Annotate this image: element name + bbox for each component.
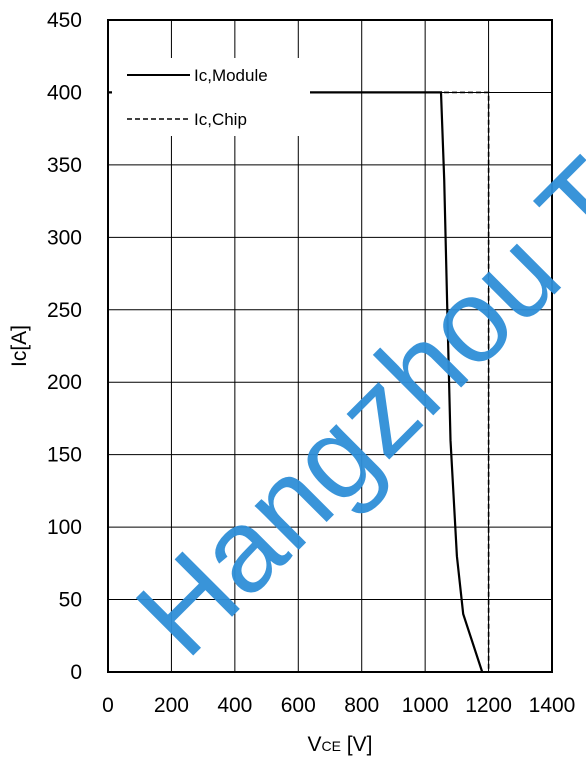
- legend-label-module: Ic,Module: [194, 66, 268, 85]
- y-tick-label: 250: [47, 299, 82, 322]
- x-tick-labels: 0 200 400 600 800 1000 1200 1400: [102, 694, 575, 717]
- x-tick-label: 1000: [402, 694, 449, 717]
- x-axis-label-unit: [V]: [341, 733, 373, 756]
- y-tick-label: 100: [47, 516, 82, 539]
- x-axis-label: VCE [V]: [308, 733, 373, 756]
- y-tick-label: 300: [47, 226, 82, 249]
- y-tick-label: 350: [47, 154, 82, 177]
- y-tick-label: 150: [47, 444, 82, 467]
- y-axis-label: Ic[A]: [8, 325, 31, 367]
- x-axis-label-main: V: [308, 733, 322, 756]
- legend-label-chip: Ic,Chip: [194, 110, 247, 129]
- y-tick-label: 200: [47, 371, 82, 394]
- series-lines: [108, 91, 490, 673]
- legend-background: [112, 58, 310, 136]
- x-tick-label: 200: [154, 694, 189, 717]
- y-tick-label: 400: [47, 81, 82, 104]
- x-tick-label: 400: [217, 694, 252, 717]
- x-axis-label-subscript: CE: [322, 738, 341, 754]
- x-tick-label: 1400: [529, 694, 576, 717]
- y-tick-labels: 0 50 100 150 200 250 300 350 400 450: [47, 9, 82, 684]
- series-line-chip: [108, 91, 490, 672]
- y-tick-label: 450: [47, 9, 82, 32]
- plot-frame: [107, 19, 553, 673]
- x-tick-label: 600: [281, 694, 316, 717]
- x-tick-label: 0: [102, 694, 114, 717]
- legend: Ic,Module Ic,Chip: [112, 58, 310, 136]
- x-tick-label: 1200: [465, 694, 512, 717]
- series-line-module: [108, 91, 484, 673]
- y-tick-label: 0: [70, 661, 82, 684]
- x-tick-label: 800: [344, 694, 379, 717]
- y-tick-label: 50: [59, 589, 82, 612]
